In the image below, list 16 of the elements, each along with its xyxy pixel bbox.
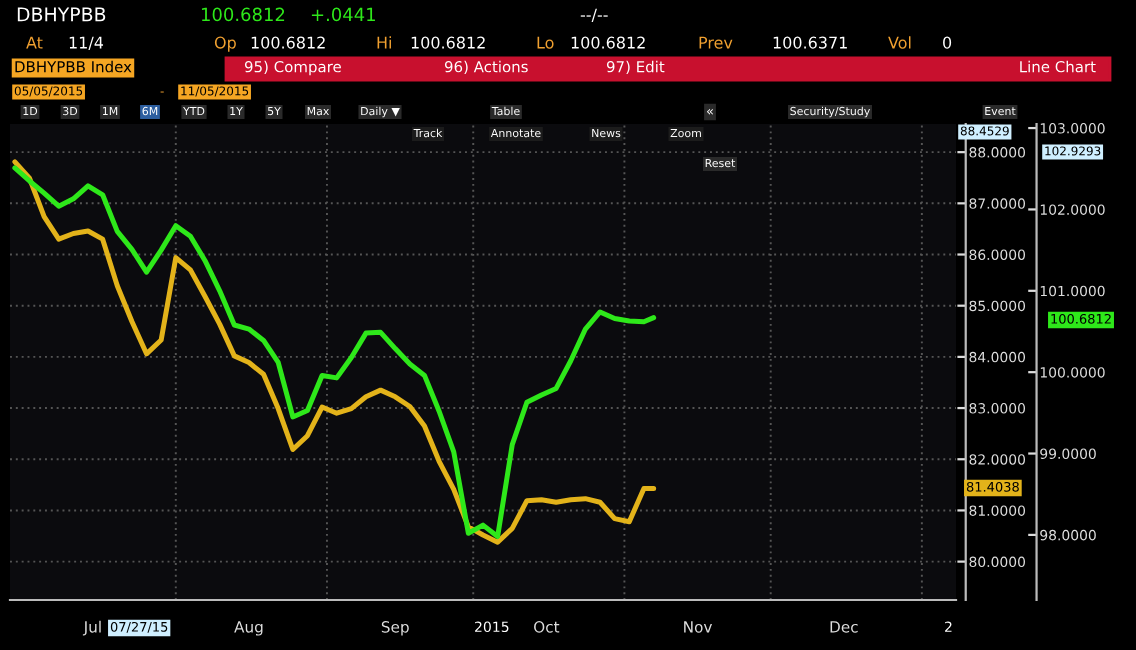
text: 100.6812	[201, 7, 285, 22]
text: Lo	[537, 36, 554, 49]
text: +.0441	[311, 7, 375, 22]
text: At	[26, 36, 43, 49]
text: 0	[943, 36, 952, 49]
text: 100.6812	[251, 36, 325, 49]
text: 100.6371	[773, 36, 847, 49]
text: 100.6812	[411, 36, 485, 49]
text: Op	[214, 36, 236, 52]
text: Vol	[888, 36, 911, 49]
chart-title: DBHYPBB	[17, 7, 106, 22]
text: 100.6812	[571, 36, 645, 49]
text: 11/4	[69, 36, 104, 50]
text: Prev	[699, 36, 733, 49]
text: Hi	[377, 36, 391, 49]
text: --/--	[580, 8, 608, 22]
